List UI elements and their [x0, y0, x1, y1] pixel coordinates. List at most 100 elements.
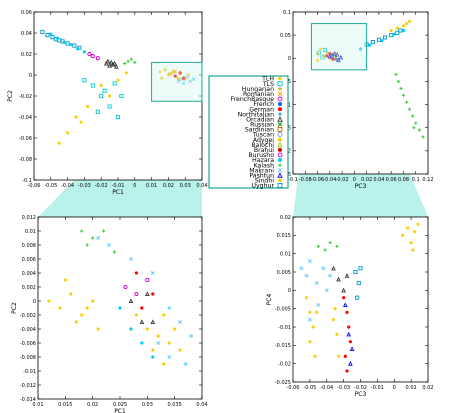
data-point-sindhi	[134, 313, 138, 317]
data-point-orcadian	[139, 319, 145, 325]
data-point-kalash	[396, 79, 401, 84]
data-point-kalash	[411, 114, 415, 118]
legend-label: Russian	[250, 122, 274, 129]
data-point-uyghur	[356, 280, 361, 286]
data-point-tlh	[86, 104, 90, 109]
x-tick-label: 0.035	[168, 402, 182, 408]
y-tick-label: 0.012	[22, 215, 36, 221]
data-point-makrani	[307, 317, 312, 322]
legend-label: Hungarian	[242, 86, 274, 93]
data-point-german	[325, 54, 329, 58]
legend-marker-uyghur	[277, 183, 283, 188]
legend-label: Hazara	[252, 157, 274, 164]
x-tick-label: -0.04	[323, 177, 336, 183]
data-point-tlh	[47, 299, 51, 303]
legend-label: German	[249, 106, 274, 113]
data-point-orcadian	[113, 63, 119, 69]
data-points	[315, 19, 425, 139]
x-tick-label: -0.08	[299, 177, 312, 183]
zoom-box	[151, 61, 203, 102]
data-point-tlh	[96, 327, 100, 331]
y-tick-label: 0	[29, 73, 32, 79]
data-point-makrani	[316, 303, 321, 307]
y-tick-label: 0.1	[283, 10, 291, 16]
data-point-burusho	[90, 54, 95, 59]
data-point-uyghur	[50, 35, 55, 40]
data-point-hazara	[368, 43, 372, 47]
data-point-hazara	[76, 47, 80, 51]
x-axis-label: PC3	[355, 183, 367, 190]
data-point-orcadian	[150, 319, 156, 325]
data-point-tlh	[412, 230, 417, 234]
data-point-kalash	[421, 135, 425, 139]
legend-marker-brahui	[278, 147, 282, 152]
data-point-kalash	[323, 248, 327, 252]
data-point-sindhi	[331, 318, 336, 322]
x-tick-label: 0.04	[196, 402, 207, 408]
y-tick-label: 0.015	[277, 233, 291, 239]
data-point-uyghur	[65, 41, 70, 46]
data-point-orcadian	[341, 287, 346, 293]
legend-marker-frenchbasque	[277, 96, 283, 102]
x-tick-label: 0.015	[58, 402, 72, 408]
data-point-tlh	[395, 26, 399, 30]
data-point-tls	[322, 47, 327, 53]
legend-marker-burusho	[277, 152, 283, 158]
x-tick-label: -0.06	[311, 177, 324, 183]
data-point-tlh	[116, 78, 120, 82]
x-tick-label: 0.03	[180, 183, 191, 189]
data-point-uyghur	[358, 266, 363, 271]
x-tick-label: -0.05	[303, 385, 316, 391]
x-tick-label: 0.01	[406, 385, 417, 391]
data-point-kalash	[126, 59, 130, 63]
data-point-hazara	[151, 355, 155, 359]
data-point-sindhi	[162, 313, 166, 317]
data-point-kalash	[133, 60, 137, 64]
y-tick-label: 0.005	[277, 270, 291, 276]
data-point-sindhi	[186, 73, 191, 77]
data-point-orcadian	[331, 265, 336, 271]
data-point-kalash	[129, 57, 134, 61]
x-tick-label: -0.02	[95, 183, 108, 189]
data-point-sindhi	[336, 354, 341, 358]
data-point-sindhi	[156, 334, 160, 338]
data-point-tls	[119, 93, 124, 99]
x-tick-label: -0.01	[112, 183, 125, 189]
data-point-orcadian	[333, 55, 339, 61]
data-point-sindhi	[311, 325, 315, 329]
data-point-uyghur	[45, 33, 50, 38]
data-point-sindhi	[308, 340, 312, 344]
data-point-kalash	[328, 241, 332, 245]
data-point-tlh	[401, 24, 406, 28]
data-point-kalash	[417, 128, 422, 132]
data-point-uyghur	[376, 37, 381, 42]
data-point-tlh	[74, 115, 78, 119]
data-point-pashtun	[349, 346, 355, 352]
data-point-makrani	[189, 334, 194, 338]
legend-label: Adygei	[253, 137, 274, 144]
legend-marker-tls	[277, 81, 283, 87]
panel-bottom-right: -0.06 -0.05 -0.04 -0.03 -0.02 -0.01 0 0.01 0.02 -…	[266, 215, 434, 398]
data-point-orcadian	[344, 273, 350, 278]
data-point-orcadian	[336, 276, 341, 282]
y-tick-label: 0.004	[22, 271, 36, 277]
data-point-makrani	[178, 320, 183, 324]
data-point-tlh	[79, 120, 83, 124]
data-point-pashtun	[336, 57, 341, 63]
data-point-makrani	[324, 288, 329, 293]
x-tick-label: 0.06	[386, 177, 397, 183]
x-tick-label: 0.025	[113, 402, 127, 408]
data-point-hazara	[118, 306, 122, 310]
legend-marker-sardinian	[277, 127, 283, 132]
x-tick-label: 0.04	[196, 183, 207, 189]
data-point-tls	[316, 50, 321, 55]
data-point-german	[343, 354, 347, 358]
legend-label: Sardinian	[245, 127, 274, 134]
y-tick-label: -0.005	[275, 306, 291, 312]
data-point-uyghur	[355, 295, 360, 300]
y-tick-label: -0.025	[275, 380, 291, 386]
data-point-burusho	[123, 284, 128, 290]
data-point-makrani	[191, 77, 196, 82]
data-point-german	[140, 306, 144, 310]
data-point-makrani	[167, 306, 172, 310]
